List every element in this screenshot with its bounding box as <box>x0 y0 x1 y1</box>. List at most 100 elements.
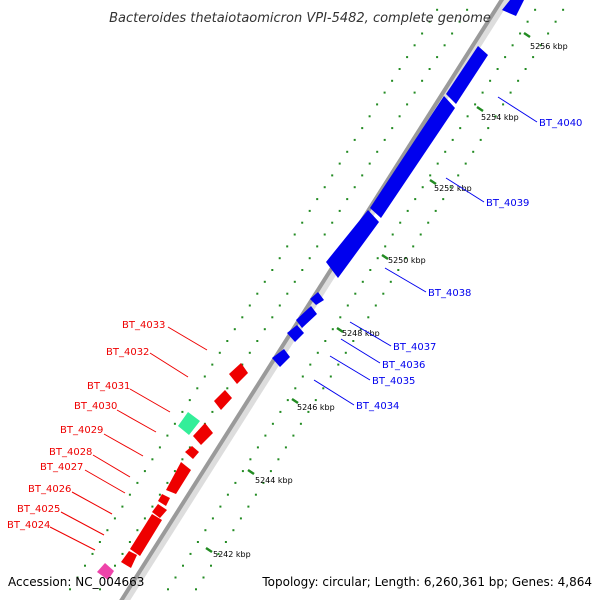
guide-dot <box>234 481 237 484</box>
guide-dot <box>136 529 139 532</box>
guide-dot <box>301 269 304 271</box>
guide-dot <box>218 351 221 354</box>
gene-arrow-bt4035[interactable] <box>287 325 304 342</box>
gene-label-bt4035[interactable]: BT_4035 <box>372 376 415 387</box>
guide-dot <box>383 138 386 141</box>
guide-dot <box>436 56 439 59</box>
gene-label-bt4033[interactable]: BT_4033 <box>122 320 165 331</box>
guide-dot <box>458 20 461 23</box>
guide-dot <box>121 552 124 555</box>
leader-line <box>116 409 157 433</box>
guide-dot <box>226 340 229 342</box>
guide-dot <box>174 576 177 579</box>
gene-label-bt4034[interactable]: BT_4034 <box>356 401 399 412</box>
gene-arrow-bt4033[interactable] <box>229 363 248 384</box>
gene-arrow-bt4040[interactable] <box>446 46 488 104</box>
gene-label-bt4037[interactable]: BT_4037 <box>393 342 436 353</box>
gene-label-bt4024[interactable]: BT_4024 <box>7 520 50 531</box>
guide-dot <box>299 422 302 425</box>
guide-dot <box>189 552 192 555</box>
gene-arrow-bt4027[interactable] <box>158 494 170 506</box>
guide-dot <box>241 470 244 473</box>
guide-dot <box>143 470 146 473</box>
guide-dot <box>239 517 242 520</box>
guide-dot <box>376 103 379 106</box>
gene-arrow-bt4036[interactable] <box>296 306 317 328</box>
guide-dot <box>413 91 416 94</box>
guide-dot <box>196 541 199 543</box>
guide-dot <box>376 257 379 260</box>
guide-dot <box>210 564 212 567</box>
gene-arrow-bt4038[interactable] <box>326 210 379 278</box>
gene-label-bt4032[interactable]: BT_4032 <box>106 347 149 358</box>
guide-dot <box>286 399 289 402</box>
guide-dot <box>308 209 311 212</box>
guide-dot <box>286 245 289 248</box>
tick-label: 5252 kbp <box>434 184 472 193</box>
gene-arrow-bt4031[interactable] <box>178 412 200 435</box>
guide-dot <box>339 316 342 319</box>
gene-label-bt4036[interactable]: BT_4036 <box>382 360 425 371</box>
guide-dot <box>391 79 394 82</box>
gene-arrow-bt4034[interactable] <box>272 349 290 367</box>
gene-label-bt4038[interactable]: BT_4038 <box>428 288 471 299</box>
gene-label-bt4039[interactable]: BT_4039 <box>486 198 529 209</box>
guide-dot <box>406 103 409 106</box>
guide-dot <box>398 115 401 118</box>
gene-arrow-bt4024[interactable] <box>121 551 137 568</box>
gene-arrow-bt4037[interactable] <box>310 292 324 305</box>
guide-dot <box>359 328 362 331</box>
gene-label-bt4029[interactable]: BT_4029 <box>60 425 103 436</box>
guide-dot <box>554 20 557 23</box>
gene-arrow-bt4029[interactable] <box>185 446 199 459</box>
guide-dot <box>532 56 535 59</box>
guide-dot <box>264 434 267 437</box>
gene-label-bt4026[interactable]: BT_4026 <box>28 484 71 495</box>
guide-dot <box>284 446 287 449</box>
gene-arrow-other[interactable] <box>97 563 114 580</box>
gene-label-bt4031[interactable]: BT_4031 <box>87 381 130 392</box>
gene-arrow-bt4026[interactable] <box>152 504 167 518</box>
guide-dot <box>382 292 385 295</box>
guide-dot <box>481 91 484 94</box>
guide-dot <box>472 150 475 153</box>
guide-dot <box>429 174 432 177</box>
guide-dot <box>428 20 431 23</box>
gene-label-bt4025[interactable]: BT_4025 <box>17 504 60 515</box>
gene-arrow-bt4039[interactable] <box>370 96 455 218</box>
guide-dot <box>397 269 400 271</box>
gene-arrow-bt4028[interactable] <box>166 462 191 494</box>
guide-dot <box>232 529 235 532</box>
gene-arrow-next[interactable] <box>502 0 524 16</box>
gene-label-bt4028[interactable]: BT_4028 <box>49 447 92 458</box>
guide-dot <box>262 481 265 484</box>
gene-label-bt4040[interactable]: BT_4040 <box>539 118 582 129</box>
guide-dot <box>173 470 176 473</box>
guide-dot <box>233 328 236 331</box>
guide-dot <box>457 174 460 177</box>
guide-dot <box>166 434 169 437</box>
guide-dot <box>286 292 289 295</box>
guide-dot <box>517 79 520 82</box>
guide-dot <box>211 410 214 413</box>
gene-arrow-bt4032[interactable] <box>214 390 232 410</box>
guide-dot <box>301 375 304 378</box>
gene-label-bt4027[interactable]: BT_4027 <box>40 462 83 473</box>
guide-dot <box>353 138 356 141</box>
guide-dot <box>354 292 357 295</box>
guide-dot <box>368 162 371 165</box>
tick-label: 5244 kbp <box>255 476 293 485</box>
guide-dot <box>254 493 257 496</box>
guide-dot <box>324 340 327 342</box>
guide-dot <box>263 280 266 283</box>
guide-dot <box>279 410 282 413</box>
gene-arrow-bt4030[interactable] <box>193 423 213 445</box>
guide-dot <box>99 588 101 591</box>
gene-arrow-bt4025[interactable] <box>130 514 162 556</box>
guide-dot <box>384 245 387 248</box>
guide-dot <box>427 221 430 224</box>
tick-mark <box>291 397 299 405</box>
gene-label-bt4030[interactable]: BT_4030 <box>74 401 117 412</box>
